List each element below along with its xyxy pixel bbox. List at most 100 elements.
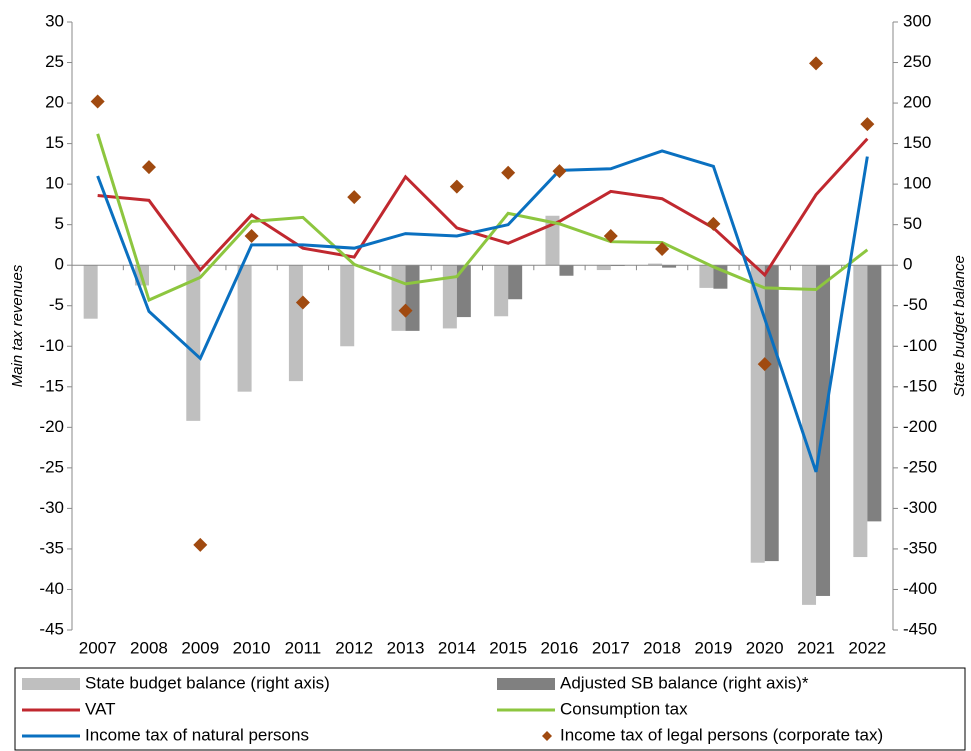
y-tick-label: -30 [39, 498, 64, 517]
bar [545, 215, 560, 266]
legend-label: Income tax of legal persons (corporate t… [560, 725, 883, 744]
bar [83, 265, 98, 319]
y2-tick-label: 50 [903, 214, 922, 233]
line [97, 137, 869, 278]
y2-tick-label: -450 [903, 619, 937, 638]
bar [508, 265, 523, 300]
y2-tick-label: 200 [903, 93, 931, 112]
y2-tick-label: 0 [903, 255, 912, 274]
legend-label: Adjusted SB balance (right axis)* [560, 673, 809, 692]
y2-tick-label: -400 [903, 579, 937, 598]
marker [449, 179, 464, 194]
y-tick-label: 0 [55, 255, 64, 274]
bar [596, 265, 611, 271]
y2-tick-label: -100 [903, 336, 937, 355]
line [96, 149, 869, 473]
y-tick-label: 10 [45, 174, 64, 193]
marker [90, 94, 105, 109]
y-tick-label: -35 [39, 538, 64, 557]
y-tick-label: -5 [49, 295, 64, 314]
legend-label: State budget balance (right axis) [85, 673, 330, 692]
bar [559, 265, 574, 276]
x-tick-label: 2016 [541, 638, 579, 657]
y-tick-label: -45 [39, 619, 64, 638]
x-tick-label: 2019 [694, 638, 732, 657]
x-tick-label: 2022 [848, 638, 886, 657]
marker [501, 165, 516, 180]
x-tick-label: 2010 [233, 638, 271, 657]
y2-tick-label: 250 [903, 52, 931, 71]
x-tick-label: 2020 [746, 638, 784, 657]
bar [764, 265, 779, 562]
x-tick-label: 2012 [335, 638, 373, 657]
marker [860, 117, 875, 132]
y2-tick-label: 150 [903, 133, 931, 152]
legend-label: VAT [85, 699, 116, 718]
bar [340, 265, 355, 347]
marker [244, 229, 259, 244]
bar [662, 265, 677, 268]
y2-tick-label: -250 [903, 457, 937, 476]
line [96, 133, 869, 303]
legend-box [14, 667, 966, 751]
bar [699, 265, 714, 288]
y2-tick-label: -200 [903, 417, 937, 436]
x-tick-label: 2009 [181, 638, 219, 657]
y2-axis-label: State budget balance [951, 255, 968, 397]
x-tick-label: 2007 [79, 638, 117, 657]
y-tick-label: 15 [45, 133, 64, 152]
y-tick-label: -40 [39, 579, 64, 598]
y2-tick-label: -50 [903, 295, 928, 314]
x-tick-label: 2011 [285, 638, 322, 657]
legend-swatch [497, 678, 555, 690]
y2-tick-label: 300 [903, 11, 931, 30]
legend-swatch [22, 678, 80, 690]
bar [867, 265, 882, 522]
bar [494, 265, 509, 317]
legend-label: Consumption tax [560, 699, 688, 718]
y-tick-label: 30 [45, 11, 64, 30]
bar [442, 265, 457, 329]
bar [405, 265, 420, 331]
x-tick-label: 2013 [387, 638, 425, 657]
x-tick-label: 2021 [797, 638, 835, 657]
y-tick-label: -25 [39, 457, 64, 476]
bar [802, 265, 817, 605]
bar [186, 265, 201, 421]
marker [552, 164, 567, 179]
y-tick-label: 20 [45, 93, 64, 112]
bar [456, 265, 471, 318]
y2-tick-label: -300 [903, 498, 937, 517]
marker [398, 303, 413, 318]
x-tick-label: 2018 [643, 638, 681, 657]
marker [603, 229, 618, 244]
bar [750, 265, 765, 563]
marker [757, 357, 772, 372]
bar [288, 265, 303, 382]
marker [655, 241, 670, 256]
bar [853, 265, 868, 558]
x-tick-label: 2015 [489, 638, 527, 657]
y-tick-label: 5 [55, 214, 64, 233]
y2-tick-label: -150 [903, 376, 937, 395]
marker [706, 216, 721, 231]
y-tick-label: -20 [39, 417, 64, 436]
x-tick-label: 2017 [592, 638, 630, 657]
x-tick-label: 2014 [438, 638, 476, 657]
bar [237, 265, 252, 392]
legend-label: Income tax of natural persons [85, 725, 309, 744]
marker [347, 190, 362, 205]
marker [141, 160, 156, 175]
y-axis-label: Main tax revenues [9, 264, 26, 387]
y-tick-label: -15 [39, 376, 64, 395]
y-tick-label: -10 [39, 336, 64, 355]
y2-tick-label: -350 [903, 538, 937, 557]
marker [809, 56, 824, 71]
x-tick-label: 2008 [130, 638, 168, 657]
bar [391, 265, 406, 331]
y-tick-label: 25 [45, 52, 64, 71]
marker [295, 295, 310, 310]
bar [648, 263, 663, 266]
marker [193, 537, 208, 552]
